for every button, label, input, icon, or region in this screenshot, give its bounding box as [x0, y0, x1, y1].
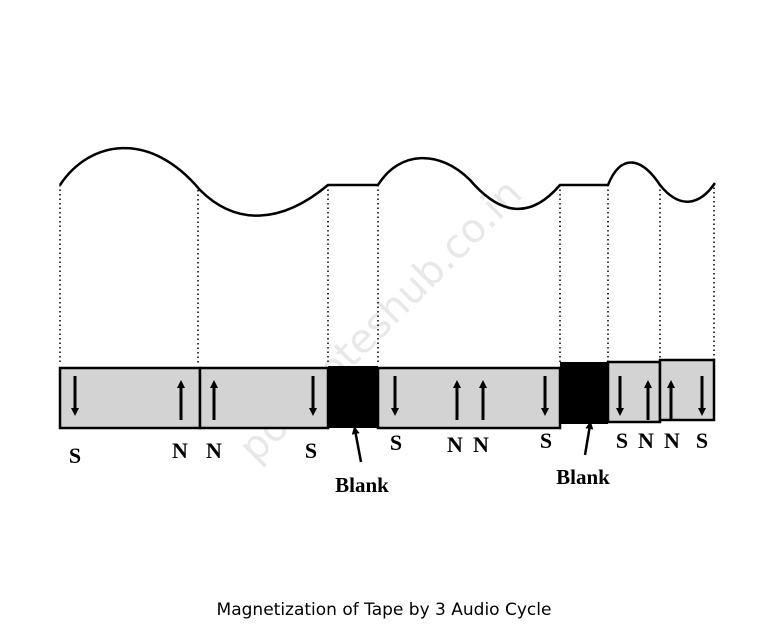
tape [58, 358, 716, 430]
blank-pointer [351, 426, 363, 463]
pole-label: N [172, 438, 188, 463]
pole-label: S [696, 428, 708, 453]
pole-label: N [473, 432, 489, 457]
audio-waveform [58, 146, 717, 217]
pole-label: N [447, 432, 463, 457]
pole-label: N [664, 428, 680, 453]
blank-label: Blank [556, 465, 610, 489]
blank-label: Blank [335, 473, 389, 497]
pole-label: S [69, 443, 81, 468]
dotted-guides [59, 183, 715, 365]
pole-label: S [390, 430, 402, 455]
pole-label: N [206, 438, 222, 463]
caption: Magnetization of Tape by 3 Audio Cycle [217, 600, 552, 620]
pole-label: S [540, 428, 552, 453]
magnet-arrows [71, 376, 706, 420]
pole-label: S [616, 428, 628, 453]
pole-label: S [305, 438, 317, 463]
pole-label: N [638, 428, 654, 453]
blank-pointer [583, 421, 594, 456]
